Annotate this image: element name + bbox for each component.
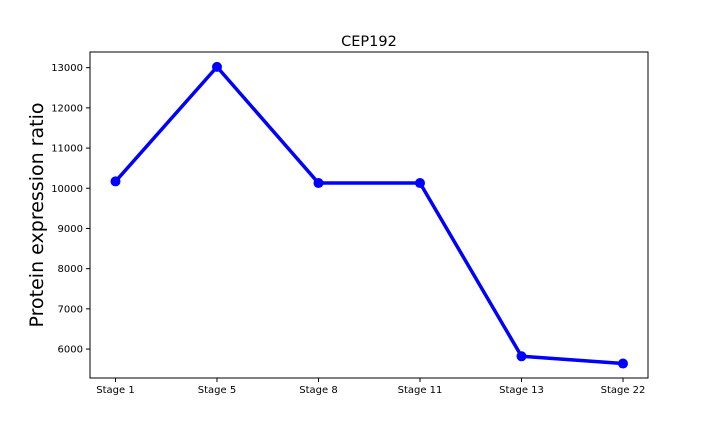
data-point [313,178,324,189]
data-point [110,176,121,187]
data-point [516,351,527,362]
x-axis: Stage 1 Stage 5 Stage 8 Stage 11 Stage 13 Sta… [96,378,645,396]
x-tick-label: Stage 1 [96,385,134,396]
x-tick-label: Stage 5 [198,385,236,396]
plot-frame [89,51,649,379]
data-point [618,358,628,369]
x-tick-label: Stage 11 [398,385,443,396]
y-tick-label: 8000 [58,264,83,275]
y-axis-title: Protein expression ratio [26,103,48,328]
chart-title: CEP192 [341,34,397,50]
y-tick-label: 10000 [51,184,83,195]
y-tick-label: 6000 [58,345,83,356]
y-tick-label: 11000 [51,144,83,155]
y-tick-label: 12000 [51,103,83,114]
y-tick-label: 7000 [58,304,83,315]
y-tick-label: 9000 [58,224,83,235]
x-tick-label: Stage 13 [499,385,544,396]
data-point [415,178,425,189]
y-axis: 6000 7000 8000 9000 10000 11000 12000 13000 [51,63,90,356]
series-line [113,65,625,366]
series-layer [110,61,628,369]
x-tick-label: Stage 8 [299,385,337,396]
data-point [212,61,222,72]
y-tick-label: 13000 [51,63,83,74]
x-tick-label: Stage 22 [601,385,646,396]
